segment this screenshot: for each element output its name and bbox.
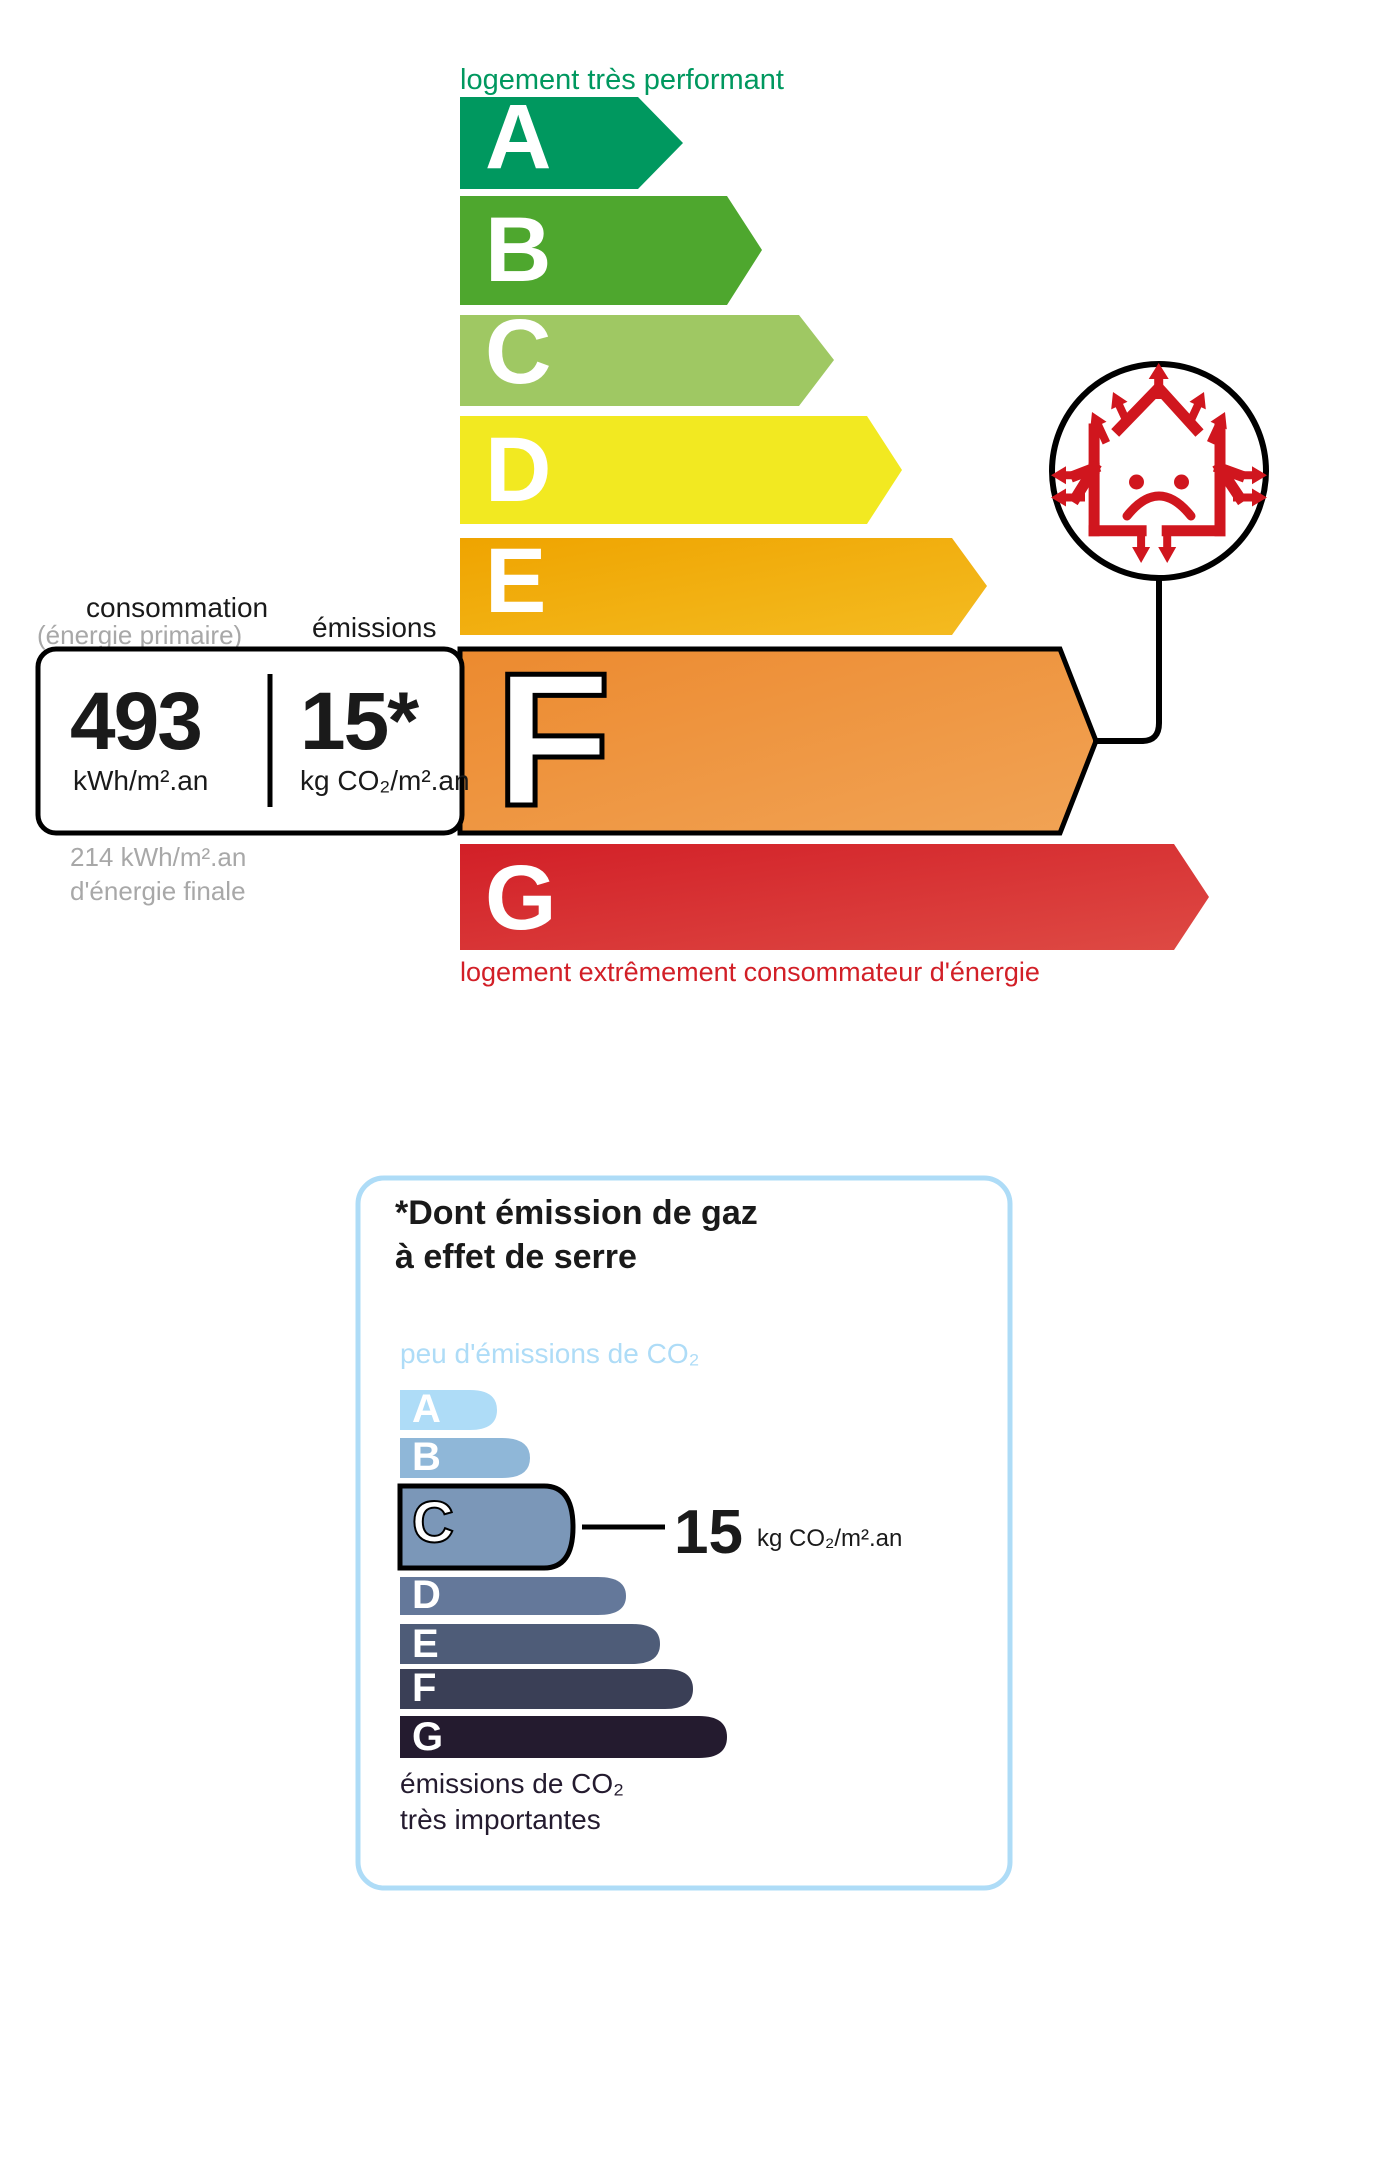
svg-text:G: G <box>412 1715 443 1759</box>
svg-text:C: C <box>412 1490 454 1555</box>
svg-text:B: B <box>412 1435 441 1479</box>
svg-text:D: D <box>412 1573 441 1617</box>
svg-text:E: E <box>412 1622 439 1666</box>
svg-text:A: A <box>412 1387 441 1431</box>
svg-text:F: F <box>412 1666 436 1710</box>
